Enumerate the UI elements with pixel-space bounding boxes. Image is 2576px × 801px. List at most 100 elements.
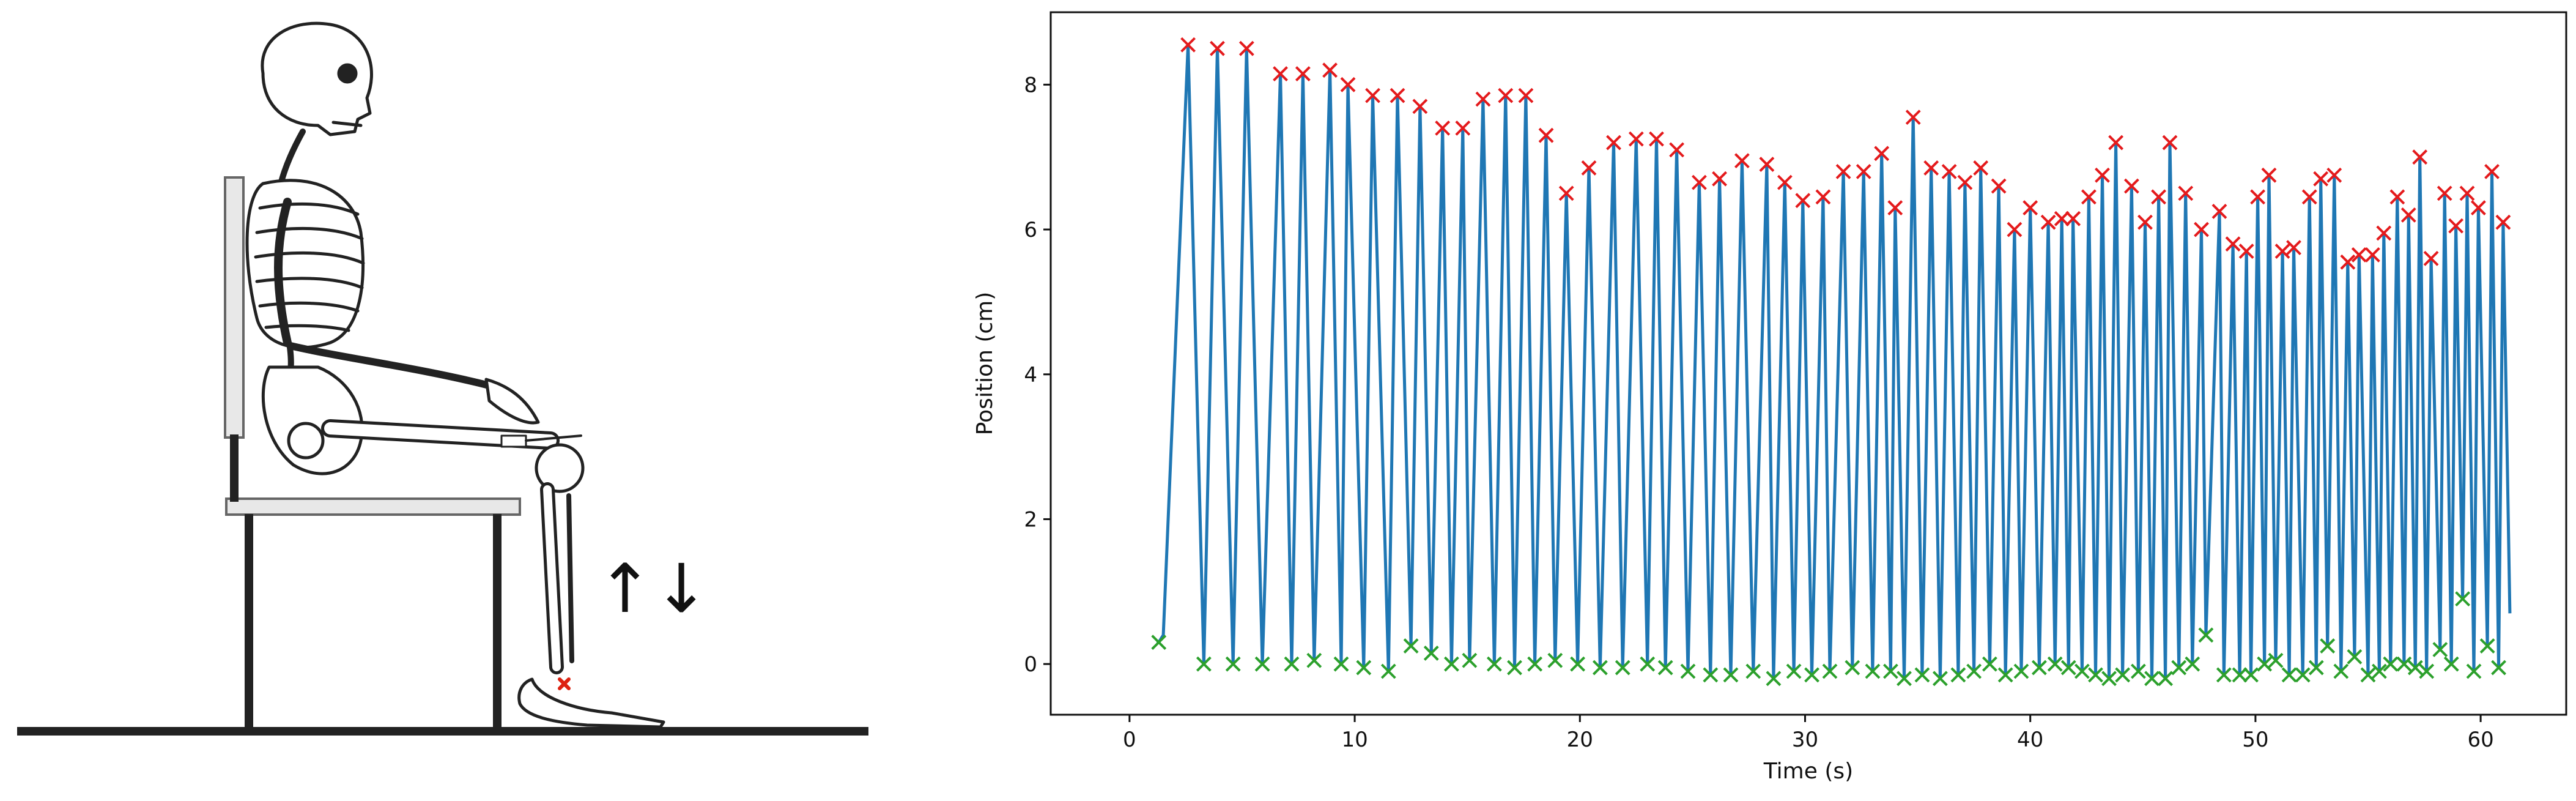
trough-marker: [1804, 667, 1819, 683]
peak-marker: [2040, 214, 2056, 230]
peak-marker: [2326, 167, 2342, 183]
trough-marker: [1703, 667, 1719, 683]
trough-marker: [1423, 645, 1439, 661]
trough-marker: [1745, 663, 1761, 679]
trough-marker: [2158, 671, 2174, 687]
peak-marker: [2495, 214, 2511, 230]
peak-marker: [2301, 189, 2317, 205]
peak-marker: [2178, 185, 2194, 201]
trough-marker: [1822, 663, 1838, 679]
peak-marker: [1923, 160, 1939, 176]
trough-marker: [1982, 656, 1997, 672]
trough-marker: [1356, 660, 1372, 676]
trough-marker: [2383, 656, 2399, 672]
trough-marker: [1547, 652, 1563, 668]
peak-marker: [1887, 200, 1903, 215]
trough-marker: [2115, 667, 2131, 683]
peak-marker: [1991, 178, 2007, 194]
trough-marker: [2308, 660, 2324, 676]
peak-marker: [2412, 149, 2428, 165]
peak-marker: [2484, 163, 2500, 179]
trough-marker: [2443, 656, 2459, 672]
peak-marker: [1322, 62, 1338, 78]
position-time-chart: 0 10 20 30 40 50 60 0 2 4 6 8 Time (s) Position (cm…: [972, 11, 2567, 784]
y-tick-label: 4: [1024, 363, 1037, 387]
peak-marker: [2065, 210, 2081, 226]
peak-marker: [2437, 185, 2452, 201]
trough-marker: [1766, 671, 1782, 687]
trough-marker: [1932, 671, 1948, 687]
trough-marker: [1306, 652, 1322, 668]
peak-marker: [1581, 160, 1597, 176]
peak-marker: [1412, 99, 1428, 114]
x-tick-label: 10: [1341, 728, 1368, 752]
peak-marker: [1475, 91, 1491, 107]
trough-marker: [1570, 656, 1586, 672]
trough-marker: [1151, 635, 1167, 650]
peak-marker: [2470, 200, 2486, 215]
peak-marker: [2162, 135, 2178, 151]
trough-marker: [1723, 667, 1739, 683]
peak-marker: [1692, 174, 1707, 190]
peak-marker: [2250, 189, 2265, 205]
trough-marker: [2031, 660, 2047, 676]
trough-marker: [2060, 660, 2076, 676]
peak-marker: [2459, 185, 2475, 201]
plot-frame: [1049, 11, 2567, 716]
peak-marker: [2211, 204, 2227, 219]
peak-marker: [1518, 88, 1534, 103]
peak-marker: [2054, 210, 2070, 226]
trough-marker: [1786, 663, 1802, 679]
trough-marker: [2144, 671, 2160, 687]
trough-marker: [2013, 663, 2029, 679]
peak-marker: [2108, 135, 2124, 151]
trough-marker: [2419, 663, 2435, 679]
chair-leg-front: [493, 514, 502, 728]
y-axis-title: Position (cm): [972, 292, 997, 436]
trough-marker: [2360, 667, 2376, 683]
peak-marker: [1669, 142, 1685, 158]
trough-marker: [1333, 656, 1349, 672]
peak-marker: [1712, 171, 1727, 187]
peak-marker: [1538, 127, 1554, 143]
peak-marker: [1295, 66, 1311, 82]
trough-marker: [2320, 638, 2336, 654]
trough-marker: [2257, 656, 2273, 672]
trough-marker: [2131, 663, 2146, 679]
trough-marker: [2232, 667, 2248, 683]
trough-marker: [2268, 652, 2284, 668]
trough-marker: [2479, 638, 2495, 654]
peak-marker: [2448, 218, 2463, 234]
peak-marker: [1390, 88, 1405, 103]
skeleton-figure: [245, 21, 665, 729]
peak-marker: [2238, 244, 2254, 259]
trough-marker: [1615, 660, 1630, 676]
trough-marker: [2074, 663, 2090, 679]
trough-marker: [1845, 660, 1860, 676]
trough-marker: [2333, 663, 2349, 679]
trough-marker: [2185, 656, 2200, 672]
peak-marker: [1606, 135, 1621, 151]
peak-marker: [2081, 189, 2097, 205]
trough-marker: [1403, 638, 1419, 654]
y-tick-label: 6: [1024, 218, 1037, 242]
peak-marker: [1777, 174, 1793, 190]
trough-marker: [1640, 656, 1656, 672]
peak-marker: [1210, 40, 1225, 56]
trough-marker: [2047, 656, 2063, 672]
peak-marker: [1957, 174, 1973, 190]
peak-marker: [1795, 193, 1811, 209]
trough-marker: [1997, 667, 2013, 683]
peak-marker: [2137, 214, 2153, 230]
peak-marker: [2151, 189, 2166, 205]
peak-marker: [2389, 189, 2405, 205]
trough-marker: [1657, 660, 1673, 676]
trough-marker: [2216, 667, 2232, 683]
peak-marker: [1759, 157, 1775, 172]
peak-marker: [2400, 207, 2416, 223]
peak-marker: [2123, 178, 2139, 194]
peak-marker: [2023, 200, 2038, 215]
chair-back-post: [230, 434, 239, 502]
peak-marker: [2095, 167, 2110, 183]
peak-marker: [1340, 76, 1356, 92]
